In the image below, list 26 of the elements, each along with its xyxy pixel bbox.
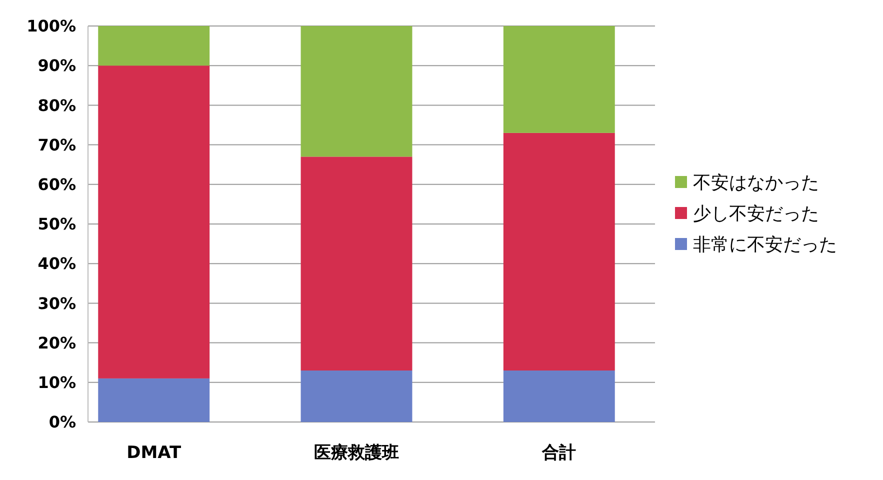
bar — [300, 156, 412, 371]
y-tick-label: 0% — [48, 412, 76, 432]
bar — [300, 26, 412, 157]
bar — [98, 66, 210, 378]
bar — [98, 26, 210, 66]
x-tick-label: DMAT — [126, 443, 182, 463]
y-tick-label: 20% — [38, 333, 76, 352]
y-tick-label: 80% — [38, 96, 76, 115]
bar — [503, 26, 615, 133]
bar — [503, 132, 615, 371]
y-tick-label: 70% — [38, 135, 76, 154]
y-tick-label: 90% — [38, 56, 76, 76]
y-tick-label: 50% — [38, 214, 76, 234]
legend-label: 少し不安だった — [693, 203, 819, 224]
bar — [503, 370, 615, 422]
y-tick-label: 10% — [38, 373, 76, 392]
x-tick-label: 合計 — [541, 443, 576, 463]
y-tick-label: 40% — [38, 254, 76, 274]
legend-label: 不安はなかった — [693, 172, 819, 194]
y-tick-label: 30% — [38, 294, 76, 313]
y-tick-label: 60% — [38, 175, 76, 194]
legend-label: 非常に不安だった — [693, 234, 837, 256]
bar — [98, 378, 210, 422]
bar — [300, 370, 412, 422]
y-tick-label: 100% — [26, 16, 76, 36]
x-tick-label: 医療救護班 — [314, 443, 399, 463]
